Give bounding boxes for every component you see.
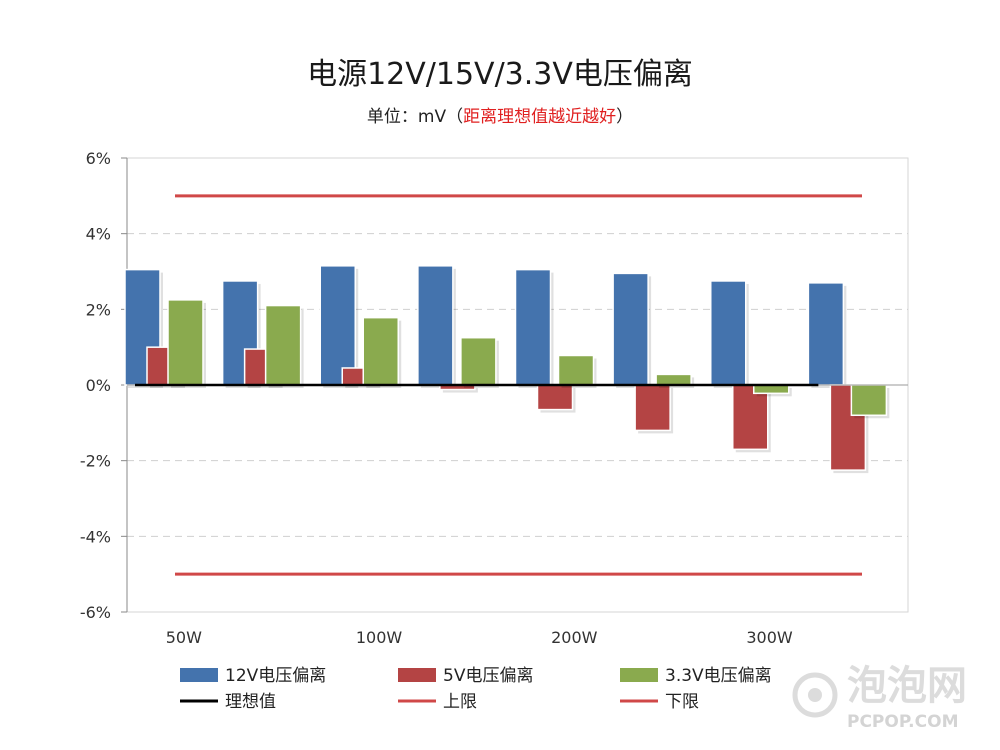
chart-title: 电源12V/15V/3.3V电压偏离 — [307, 57, 693, 92]
legend-label: 12V电压偏离 — [225, 666, 326, 686]
bar — [417, 265, 454, 386]
subtitle-close: ） — [616, 107, 633, 127]
bar — [514, 268, 552, 386]
watermark-domain: PCPOP.COM — [847, 712, 959, 732]
x-tick-label: 100W — [356, 628, 403, 647]
bar — [264, 304, 302, 386]
bar — [612, 272, 649, 386]
bar — [655, 373, 692, 386]
bar — [167, 299, 204, 386]
y-tick-label: 4% — [86, 225, 111, 244]
bar — [536, 384, 574, 411]
bar — [732, 384, 769, 451]
bar — [710, 280, 747, 386]
bar — [850, 384, 888, 417]
y-tick-label: 0% — [86, 376, 111, 395]
legend-label: 3.3V电压偏离 — [665, 666, 772, 686]
x-tick-label: 300W — [746, 628, 793, 647]
x-tick-label: 200W — [551, 628, 598, 647]
chart-subtitle: 单位：mV（距离理想值越近越好） — [367, 107, 633, 127]
watermark-text: 泡泡网 — [847, 663, 967, 709]
bar — [221, 280, 259, 386]
bar — [362, 316, 399, 386]
bar — [460, 336, 497, 386]
legend-swatch — [620, 668, 658, 682]
y-tick-label: -4% — [80, 527, 111, 546]
bar — [557, 354, 595, 386]
bar — [634, 384, 671, 432]
legend-label: 5V电压偏离 — [443, 666, 533, 686]
y-tick-label: -6% — [80, 603, 111, 622]
legend-swatch — [180, 668, 218, 682]
bar — [319, 265, 356, 386]
subtitle-note: 距离理想值越近越好 — [463, 107, 616, 127]
legend-label: 上限 — [443, 692, 477, 712]
legend-label: 下限 — [665, 692, 699, 712]
watermark-logo — [808, 688, 822, 702]
bar — [807, 282, 845, 386]
legend-swatch — [398, 668, 436, 682]
watermark-logo — [792, 672, 838, 718]
subtitle-unit: 单位：mV（ — [367, 107, 463, 127]
legend-label: 理想值 — [225, 692, 276, 712]
y-tick-label: -2% — [80, 452, 111, 471]
y-tick-label: 6% — [86, 149, 111, 168]
x-tick-label: 50W — [166, 628, 202, 647]
y-tick-label: 2% — [86, 300, 111, 319]
